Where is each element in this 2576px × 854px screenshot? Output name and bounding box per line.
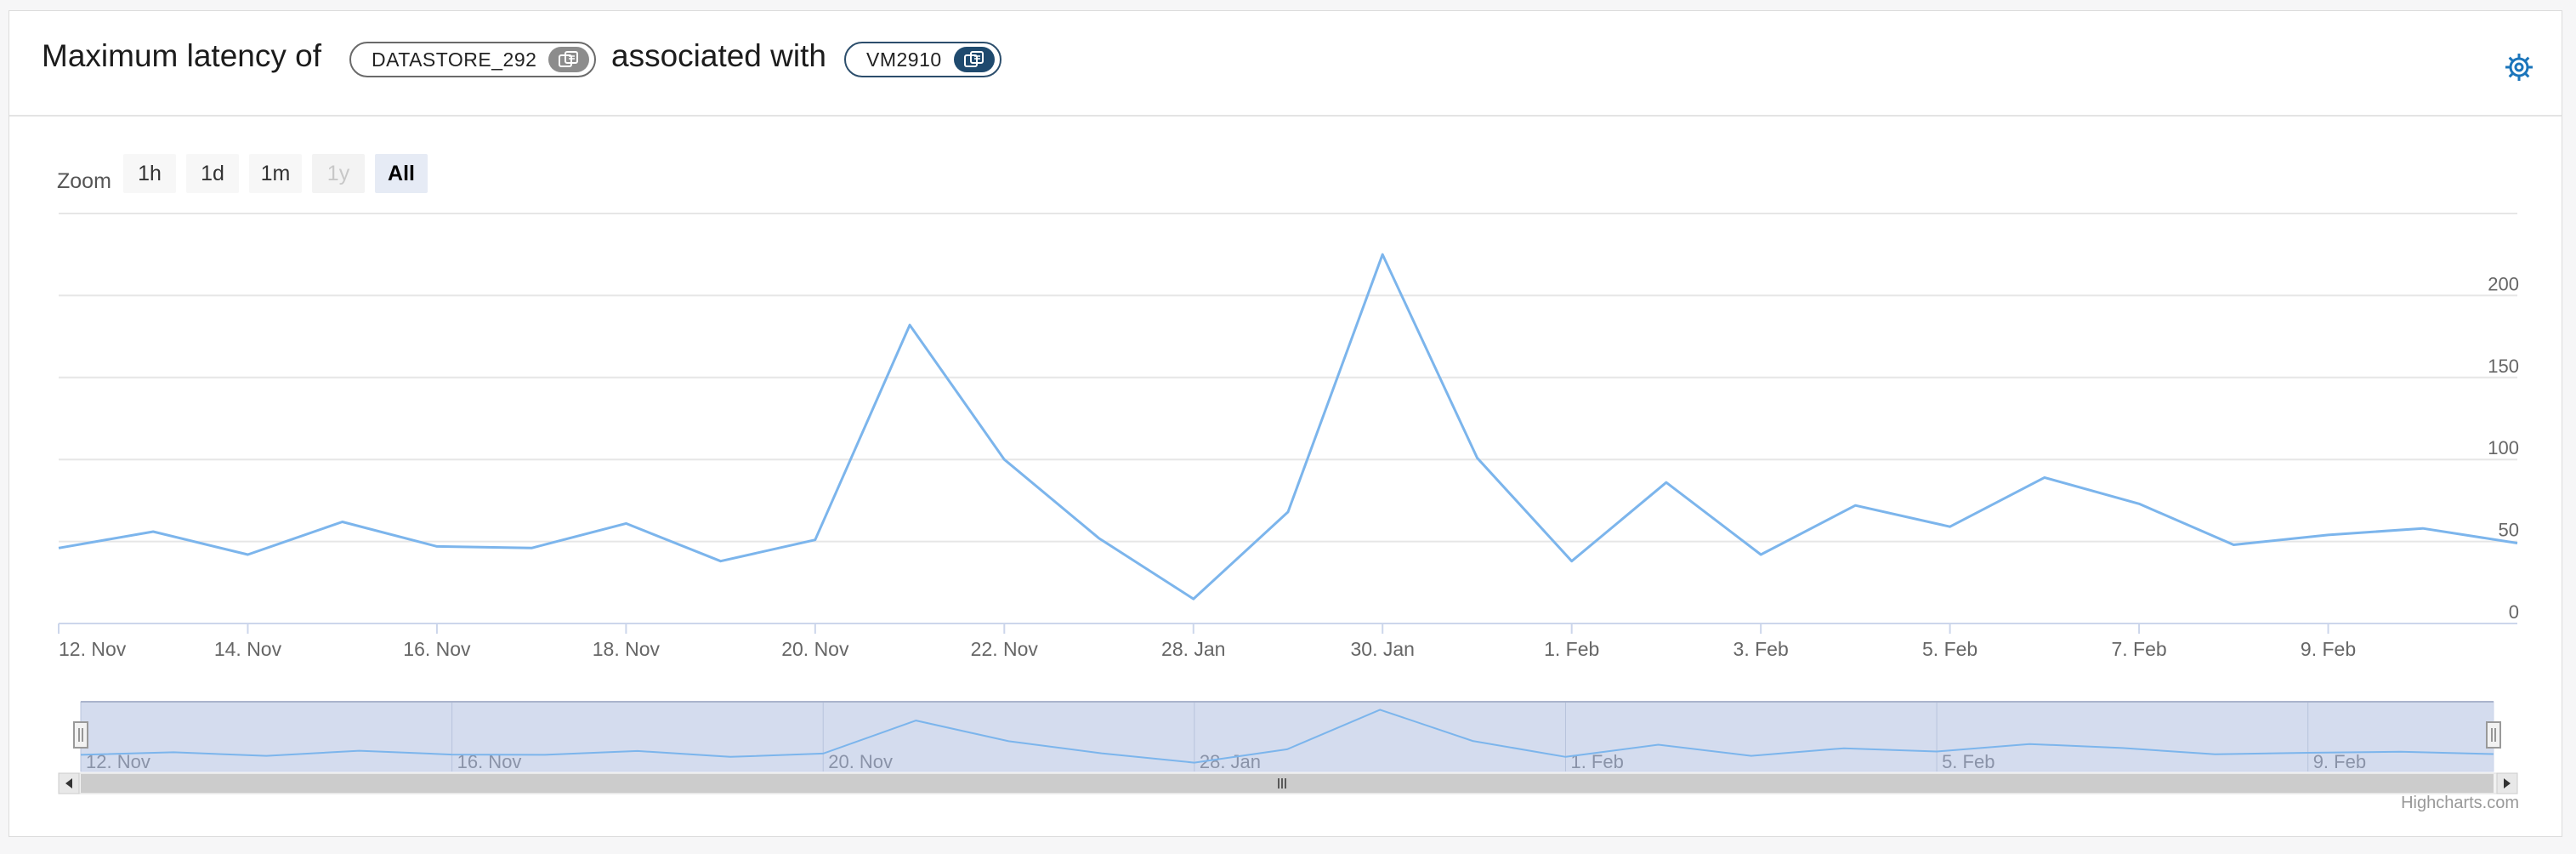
data-point[interactable] (2417, 522, 2429, 534)
data-point[interactable] (715, 555, 727, 567)
data-point[interactable] (241, 549, 253, 561)
copy-icon[interactable] (548, 47, 590, 72)
data-point[interactable] (1755, 549, 1767, 561)
x-tick-label: 20. Nov (781, 638, 849, 660)
title-middle: associated with (611, 38, 826, 73)
data-point[interactable] (431, 540, 443, 552)
data-point[interactable] (2039, 471, 2051, 483)
copy-icon[interactable] (953, 47, 995, 72)
data-point[interactable] (1093, 532, 1105, 544)
arrow-right-icon (2504, 778, 2511, 789)
x-tick-label: 30. Jan (1351, 638, 1415, 660)
y-tick-label: 50 (2499, 520, 2519, 541)
navigator-tick-label: 1. Feb (1570, 751, 1623, 772)
series-line (58, 253, 2518, 601)
data-point[interactable] (147, 526, 159, 538)
data-point[interactable] (1188, 593, 1200, 605)
vm-chip-label: VM2910 (866, 48, 942, 71)
x-tick-label: 16. Nov (403, 638, 471, 660)
data-point[interactable] (1566, 555, 1578, 567)
data-point[interactable] (1471, 452, 1483, 464)
title-prefix: Maximum latency of (42, 38, 321, 73)
y-tick-label: 150 (2488, 356, 2519, 377)
vm-chip[interactable]: VM2910 (844, 42, 1001, 77)
data-point[interactable] (2227, 538, 2239, 550)
data-point[interactable] (620, 517, 632, 529)
data-point[interactable] (904, 319, 916, 331)
x-tick-label: 3. Feb (1733, 638, 1789, 660)
data-point[interactable] (2323, 529, 2335, 541)
x-tick-label: 28. Jan (1161, 638, 1225, 660)
navigator-right-handle[interactable] (2486, 721, 2501, 749)
zoom-label: Zoom (57, 169, 111, 193)
zoom-1d-button[interactable]: 1d (186, 154, 239, 193)
datastore-chip[interactable]: DATASTORE_292 (349, 42, 597, 77)
data-point[interactable] (2511, 538, 2523, 549)
gear-icon[interactable] (2502, 50, 2536, 84)
x-tick-label: 7. Feb (2111, 638, 2166, 660)
navigator-tick-label: 5. Feb (1942, 751, 1994, 772)
y-tick-label: 200 (2488, 273, 2519, 294)
navigator-series-line (80, 709, 2494, 764)
x-tick-label: 14. Nov (214, 638, 282, 660)
chart-card: Maximum latency of DATASTORE_292 associa… (9, 10, 2562, 837)
navigator-left-handle[interactable] (73, 721, 88, 749)
data-point[interactable] (53, 542, 65, 554)
data-point[interactable] (1944, 521, 1956, 532)
datastore-chip-label: DATASTORE_292 (372, 48, 537, 71)
y-tick-label: 100 (2488, 437, 2519, 458)
card-header: Maximum latency of DATASTORE_292 associa… (9, 11, 2562, 117)
data-point[interactable] (525, 542, 537, 554)
x-tick-label: 9. Feb (2301, 638, 2356, 660)
x-tick-label: 1. Feb (1544, 638, 1599, 660)
data-point[interactable] (998, 453, 1010, 465)
data-point[interactable] (1849, 499, 1861, 511)
zoom-1h-button[interactable]: 1h (123, 154, 176, 193)
x-tick-label: 22. Nov (971, 638, 1039, 660)
navigator-tick-label: 9. Feb (2313, 751, 2366, 772)
data-point[interactable] (1282, 506, 1294, 518)
arrow-left-icon (65, 778, 72, 789)
navigator-tick-label: 20. Nov (828, 751, 893, 772)
x-tick-label: 5. Feb (1922, 638, 1977, 660)
data-point[interactable] (2133, 498, 2145, 510)
x-tick-label: 12. Nov (59, 638, 127, 660)
zoom-1y-button: 1y (312, 154, 365, 193)
highcharts-credit[interactable]: Highcharts.com (2401, 794, 2519, 812)
chart-svg: 0 50 100 150 200 12. Nov 14. Nov 16. Nov 18. Nov… (53, 213, 2523, 794)
data-point[interactable] (1660, 476, 1672, 488)
data-point[interactable] (337, 515, 349, 527)
navigator-mask[interactable] (80, 701, 2494, 772)
data-point[interactable] (809, 534, 821, 546)
y-tick-label: 0 (2509, 601, 2519, 623)
scrollbar-thumb[interactable] (81, 774, 2494, 793)
x-tick-label: 18. Nov (593, 638, 661, 660)
data-point[interactable] (1376, 248, 1388, 260)
zoom-all-button[interactable]: All (375, 154, 428, 193)
zoom-1m-button[interactable]: 1m (249, 154, 302, 193)
